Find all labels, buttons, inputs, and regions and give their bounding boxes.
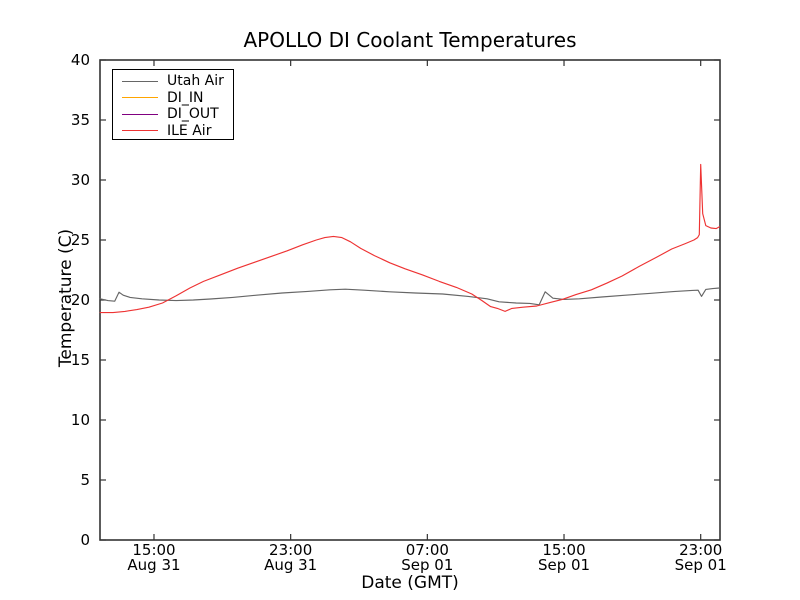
y-tick-label: 10	[70, 411, 90, 429]
x-tick-date: Sep 01	[401, 556, 454, 574]
chart-title: APOLLO DI Coolant Temperatures	[243, 28, 577, 52]
y-tick-label: 15	[70, 351, 90, 369]
x-tick-label: 23:00 Aug 31	[231, 543, 351, 573]
y-tick-label: 25	[70, 231, 90, 249]
legend-item-di-in: DI_IN	[122, 90, 233, 107]
legend-swatch-utah-air	[122, 80, 158, 82]
x-tick-date: Sep 01	[537, 556, 591, 574]
x-tick-label: 23:00 Sep 01	[641, 543, 761, 573]
legend-label-di-in: DI_IN	[167, 89, 204, 106]
y-tick-label: 20	[70, 291, 90, 309]
legend-label-utah-air: Utah Air	[167, 73, 224, 90]
legend-label-ile-air: ILE Air	[167, 122, 212, 139]
legend-swatch-ile-air	[122, 130, 158, 132]
series-line-ile-air	[99, 163, 721, 314]
x-tick-time: 23:00	[679, 541, 723, 559]
legend-item-di-out: DI_OUT	[122, 106, 233, 123]
legend-swatch-di-in	[122, 97, 158, 99]
x-tick-date: Sep 01	[674, 556, 727, 574]
x-tick-label: 15:00 Sep 01	[504, 543, 624, 573]
y-tick-label: 30	[70, 171, 90, 189]
y-tick-label: 35	[70, 111, 90, 129]
x-axis-label: Date (GMT)	[361, 573, 459, 593]
x-tick-label: 07:00 Sep 01	[367, 543, 487, 573]
series-line-utah-air	[99, 287, 721, 306]
legend-swatch-di-out	[122, 113, 158, 115]
legend: Utah Air DI_IN DI_OUT ILE Air	[112, 69, 234, 140]
x-tick-time: 07:00	[405, 541, 449, 559]
x-tick-label: 15:00 Aug 31	[94, 543, 214, 573]
y-tick-label: 5	[80, 471, 90, 489]
legend-item-ile-air: ILE Air	[122, 123, 233, 140]
y-tick-label: 40	[70, 51, 90, 69]
x-tick-time: 23:00	[269, 541, 313, 559]
legend-label-di-out: DI_OUT	[167, 106, 219, 123]
legend-item-utah-air: Utah Air	[122, 73, 233, 90]
y-tick-label: 0	[80, 531, 90, 549]
x-tick-date: Aug 31	[264, 556, 318, 574]
x-tick-date: Aug 31	[127, 556, 181, 574]
x-tick-time: 15:00	[542, 541, 586, 559]
x-tick-time: 15:00	[132, 541, 176, 559]
